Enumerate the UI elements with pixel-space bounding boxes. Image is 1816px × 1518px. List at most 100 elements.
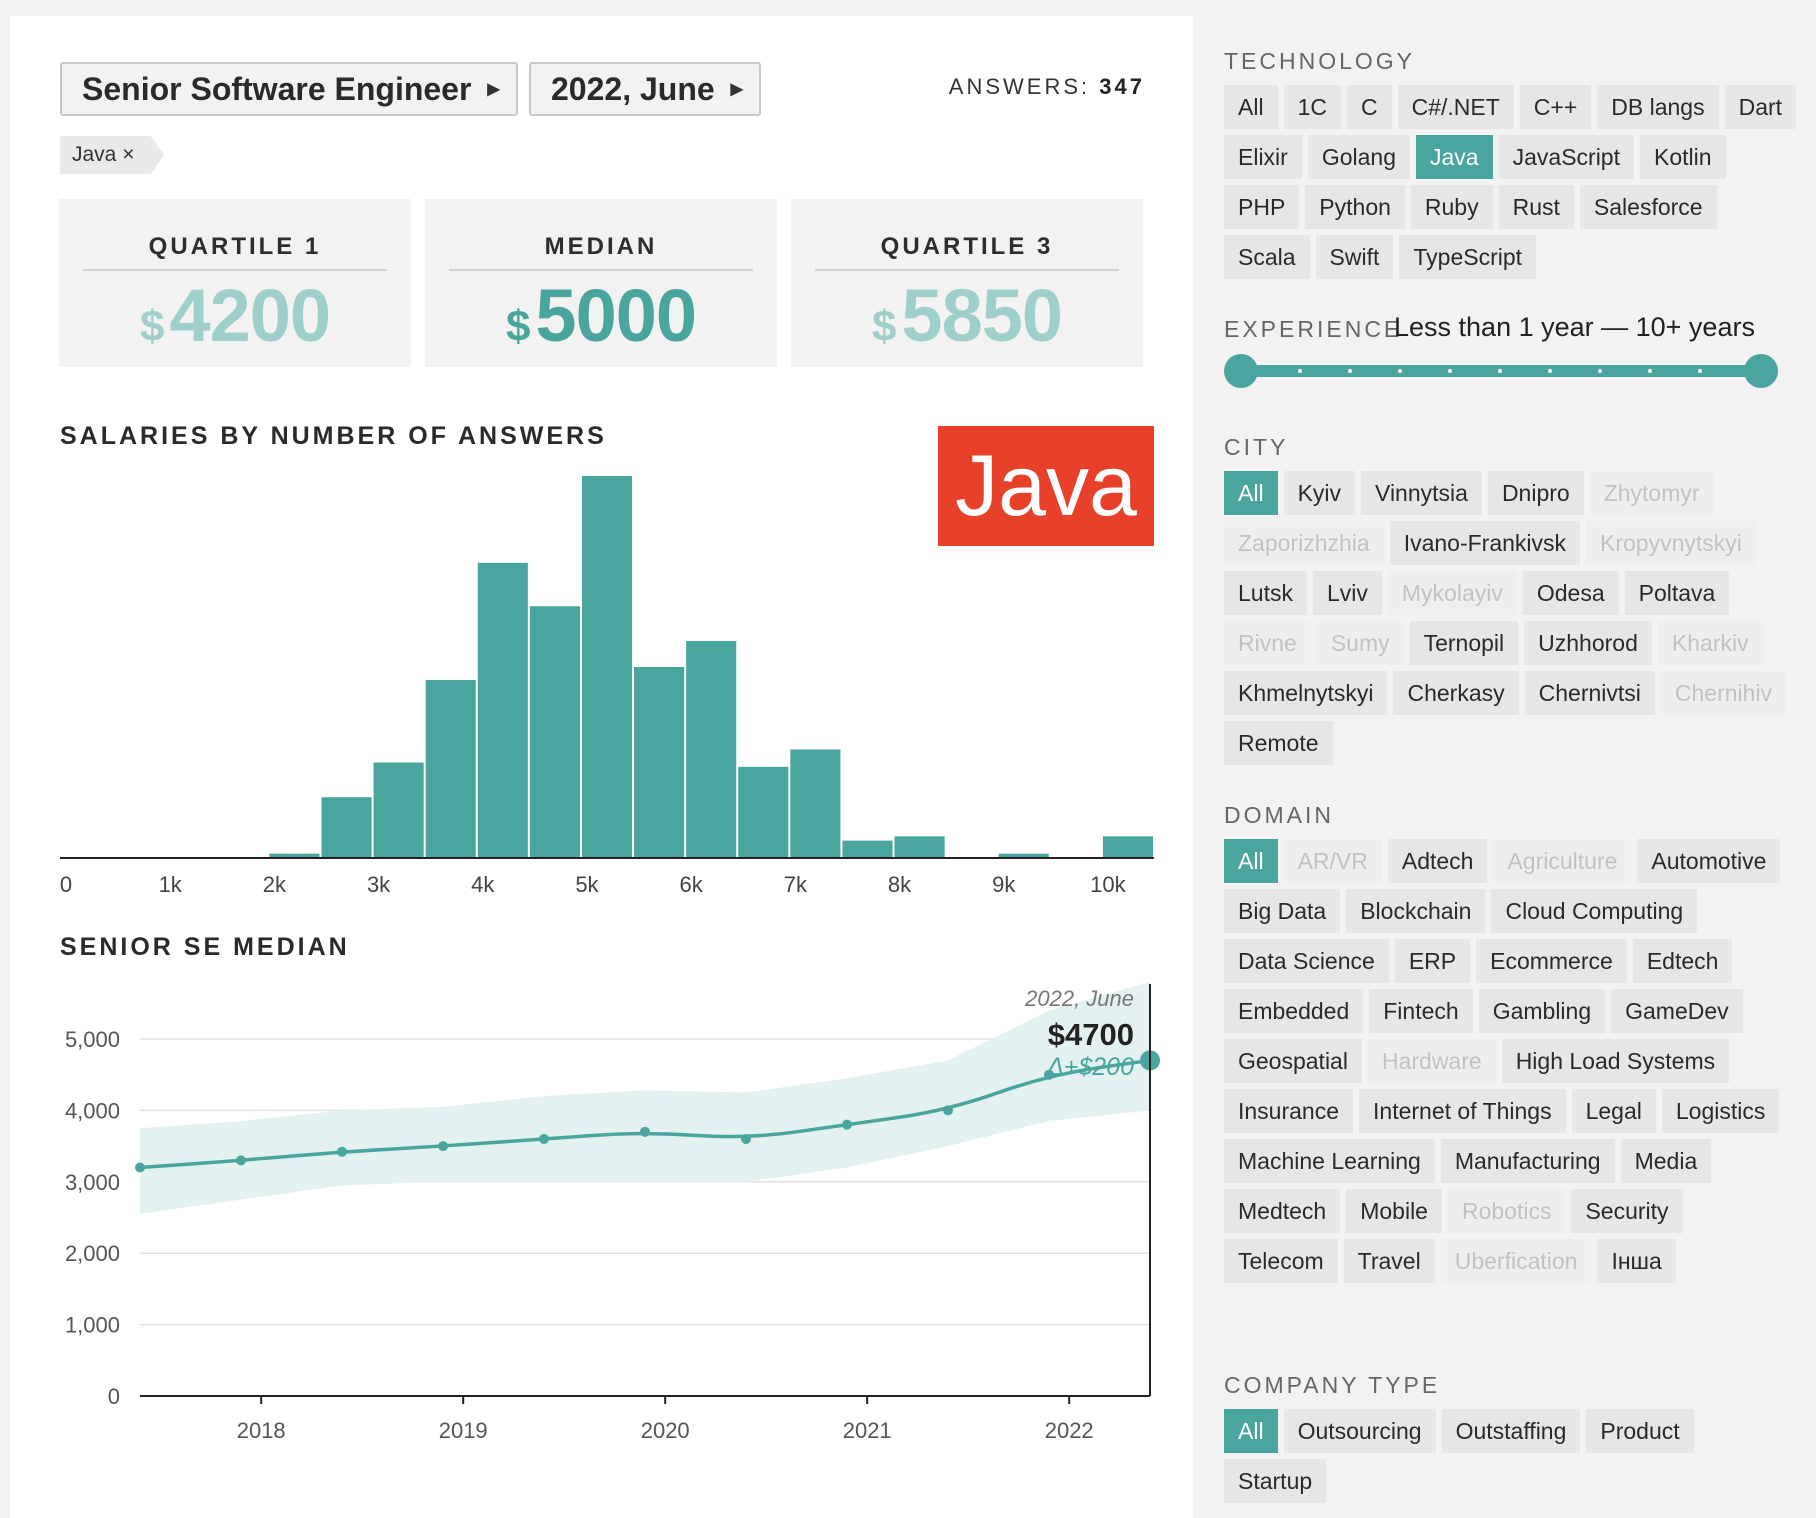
city-filter-all[interactable]: All xyxy=(1224,471,1278,515)
domain-filter-blockchain[interactable]: Blockchain xyxy=(1346,889,1486,933)
domain-filter-gambling[interactable]: Gambling xyxy=(1478,989,1606,1033)
technology-filter-javascript[interactable]: JavaScript xyxy=(1498,135,1634,179)
role-dropdown[interactable]: Senior Software Engineer ▶ xyxy=(60,62,518,116)
city-filter-ternopil[interactable]: Ternopil xyxy=(1409,621,1519,665)
line-chart-point[interactable] xyxy=(135,1162,145,1173)
histogram-bar[interactable] xyxy=(477,562,528,858)
city-filter-poltava[interactable]: Poltava xyxy=(1624,571,1730,615)
histogram-bar[interactable] xyxy=(738,766,789,858)
domain-filter-automotive[interactable]: Automotive xyxy=(1637,839,1781,883)
domain-filter-cloud-computing[interactable]: Cloud Computing xyxy=(1491,889,1698,933)
histogram-bar[interactable] xyxy=(581,476,633,858)
city-filter-ivano-frankivsk[interactable]: Ivano-Frankivsk xyxy=(1389,521,1581,565)
domain-filter-geospatial[interactable]: Geospatial xyxy=(1224,1039,1362,1083)
line-chart-point[interactable] xyxy=(438,1141,448,1152)
line-chart-point[interactable] xyxy=(539,1133,549,1144)
technology-filter-php[interactable]: PHP xyxy=(1224,185,1300,229)
histogram-bar[interactable] xyxy=(1102,836,1153,858)
company-type-filter-outsourcing[interactable]: Outsourcing xyxy=(1283,1409,1436,1453)
city-filter-uzhhorod[interactable]: Uzhhorod xyxy=(1524,621,1652,665)
histogram-bar[interactable] xyxy=(842,840,893,858)
technology-filter-dart[interactable]: Dart xyxy=(1724,85,1797,129)
technology-filter-python[interactable]: Python xyxy=(1305,185,1405,229)
domain-filter-telecom[interactable]: Telecom xyxy=(1224,1239,1338,1283)
domain-filter-erp[interactable]: ERP xyxy=(1394,939,1471,983)
technology-filter-db-langs[interactable]: DB langs xyxy=(1597,85,1719,129)
histogram-bar[interactable] xyxy=(373,762,424,859)
domain-filter-high-load-systems[interactable]: High Load Systems xyxy=(1501,1039,1730,1083)
technology-filter-golang[interactable]: Golang xyxy=(1307,135,1411,179)
domain-filter-insurance[interactable]: Insurance xyxy=(1224,1089,1354,1133)
domain-filter-legal[interactable]: Legal xyxy=(1571,1089,1656,1133)
domain-filter-travel[interactable]: Travel xyxy=(1343,1239,1435,1283)
technology-filter-c[interactable]: C++ xyxy=(1519,85,1592,129)
histogram-bar[interactable] xyxy=(321,797,372,858)
technology-filter-swift[interactable]: Swift xyxy=(1315,235,1394,279)
histogram-bar[interactable] xyxy=(686,640,737,858)
technology-filter-all[interactable]: All xyxy=(1224,85,1278,129)
domain-filter-gamedev[interactable]: GameDev xyxy=(1611,989,1743,1033)
histogram-bar[interactable] xyxy=(269,853,320,858)
technology-filter-kotlin[interactable]: Kotlin xyxy=(1639,135,1726,179)
domain-filter-edtech[interactable]: Edtech xyxy=(1632,939,1733,983)
line-chart-point[interactable] xyxy=(640,1126,650,1137)
domain-filter-embedded[interactable]: Embedded xyxy=(1224,989,1364,1033)
domain-filter-data-science[interactable]: Data Science xyxy=(1224,939,1389,983)
line-chart-point[interactable] xyxy=(337,1146,347,1157)
period-dropdown[interactable]: 2022, June ▶ xyxy=(529,62,761,116)
domain-filter-all[interactable]: All xyxy=(1224,839,1278,883)
technology-filter-rust[interactable]: Rust xyxy=(1498,185,1574,229)
histogram-bar[interactable] xyxy=(894,836,945,858)
technology-filter-c-net[interactable]: C#/.NET xyxy=(1397,85,1514,129)
domain-filter-інша[interactable]: Інша xyxy=(1597,1239,1676,1283)
technology-filter-ruby[interactable]: Ruby xyxy=(1410,185,1493,229)
line-chart-point[interactable] xyxy=(943,1105,953,1116)
line-chart-point[interactable] xyxy=(741,1133,751,1144)
city-filter-remote[interactable]: Remote xyxy=(1224,721,1333,765)
domain-filter-adtech[interactable]: Adtech xyxy=(1387,839,1488,883)
technology-filter-salesforce[interactable]: Salesforce xyxy=(1579,185,1717,229)
technology-filter-scala[interactable]: Scala xyxy=(1224,235,1310,279)
experience-slider[interactable] xyxy=(1224,346,1804,396)
city-filter-lutsk[interactable]: Lutsk xyxy=(1224,571,1307,615)
technology-filter-c[interactable]: C xyxy=(1346,85,1392,129)
company-type-filter-all[interactable]: All xyxy=(1224,1409,1278,1453)
company-type-filter-startup[interactable]: Startup xyxy=(1224,1459,1327,1503)
city-filter-dnipro[interactable]: Dnipro xyxy=(1487,471,1584,515)
city-filter-khmelnytskyi[interactable]: Khmelnytskyi xyxy=(1224,671,1388,715)
line-chart-point[interactable] xyxy=(842,1119,852,1130)
histogram-bar[interactable] xyxy=(529,606,580,858)
line-chart-point[interactable] xyxy=(1044,1069,1054,1080)
company-type-filter-outstaffing[interactable]: Outstaffing xyxy=(1441,1409,1581,1453)
domain-filter-manufacturing[interactable]: Manufacturing xyxy=(1440,1139,1615,1183)
city-filter-vinnytsia[interactable]: Vinnytsia xyxy=(1361,471,1482,515)
technology-filter-typescript[interactable]: TypeScript xyxy=(1399,235,1537,279)
domain-filter-medtech[interactable]: Medtech xyxy=(1224,1189,1341,1233)
technology-filter-elixir[interactable]: Elixir xyxy=(1224,135,1302,179)
city-filter-chernivtsi[interactable]: Chernivtsi xyxy=(1524,671,1655,715)
domain-filter-fintech[interactable]: Fintech xyxy=(1369,989,1473,1033)
domain-filter-mobile[interactable]: Mobile xyxy=(1346,1189,1442,1233)
technology-filter-java[interactable]: Java xyxy=(1416,135,1493,179)
experience-slider-handle-min[interactable] xyxy=(1224,354,1258,388)
active-filter-tag[interactable]: Java × xyxy=(60,136,164,174)
experience-slider-handle-max[interactable] xyxy=(1744,354,1778,388)
domain-filter-media[interactable]: Media xyxy=(1620,1139,1712,1183)
domain-filter-ecommerce[interactable]: Ecommerce xyxy=(1476,939,1627,983)
company-type-filter-product[interactable]: Product xyxy=(1586,1409,1694,1453)
technology-filter-1c[interactable]: 1C xyxy=(1283,85,1341,129)
line-chart-point[interactable] xyxy=(236,1155,246,1166)
city-filter-lviv[interactable]: Lviv xyxy=(1312,571,1382,615)
domain-filter-logistics[interactable]: Logistics xyxy=(1661,1089,1780,1133)
domain-filter-machine-learning[interactable]: Machine Learning xyxy=(1224,1139,1435,1183)
domain-filter-security[interactable]: Security xyxy=(1571,1189,1683,1233)
histogram-bar[interactable] xyxy=(790,749,841,858)
histogram-bar[interactable] xyxy=(634,667,685,858)
domain-filter-big-data[interactable]: Big Data xyxy=(1224,889,1341,933)
histogram-bar[interactable] xyxy=(998,853,1049,858)
city-filter-odesa[interactable]: Odesa xyxy=(1522,571,1619,615)
domain-filter-internet-of-things[interactable]: Internet of Things xyxy=(1359,1089,1566,1133)
city-filter-kyiv[interactable]: Kyiv xyxy=(1283,471,1356,515)
city-filter-cherkasy[interactable]: Cherkasy xyxy=(1393,671,1519,715)
histogram-bar[interactable] xyxy=(425,680,476,858)
